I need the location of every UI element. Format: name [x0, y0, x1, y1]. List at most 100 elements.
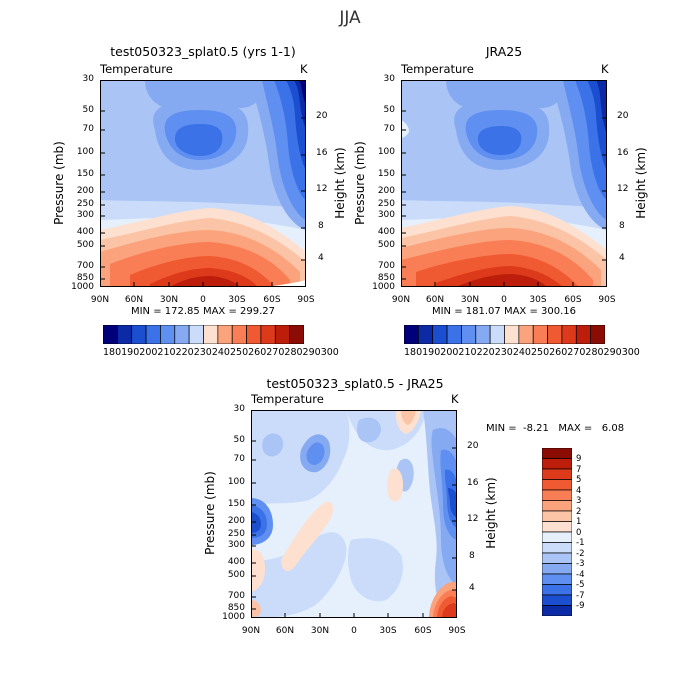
panel-3-ytick-100: 100 — [227, 477, 245, 487]
panel-1-rtick-20: 20 — [316, 111, 328, 121]
panel-1-xtick-30S: 30S — [228, 295, 246, 305]
panel-2-cb-240: 240 — [512, 347, 531, 358]
panel-1-colorbar — [103, 325, 304, 344]
panel-3-ytick-700: 700 — [227, 591, 245, 601]
panel-1-cb-300: 300 — [320, 347, 339, 358]
panel-1-ytick-400: 400 — [76, 227, 94, 237]
panel-2-rtick-16: 16 — [617, 148, 629, 158]
panel-3-cb-9: 9 — [576, 454, 582, 464]
panel-1-xtick-90N: 90N — [90, 295, 110, 305]
panel-2-rtick-12: 12 — [617, 184, 629, 194]
panel-2-cb-190: 190 — [422, 347, 441, 358]
panel-2-ytick-500: 500 — [377, 240, 395, 250]
panel-3-title: test050323_splat0.5 - JRA25 — [266, 376, 444, 391]
panel-1-ytick-30: 30 — [82, 74, 94, 84]
panel-2-xtick-90S: 90S — [598, 295, 616, 305]
panel-1-rtick-12: 12 — [316, 184, 328, 194]
panel-3-colorbar — [542, 448, 572, 616]
panel-1-cb-290: 290 — [302, 347, 321, 358]
panel-1-units-label: K — [300, 62, 308, 76]
panel-1-xtick-90S: 90S — [297, 295, 315, 305]
panel-3-ylabel: Pressure (mb) — [203, 471, 217, 555]
panel-3-units-label: K — [451, 392, 459, 406]
panel-2-xtick-30N: 30N — [460, 295, 480, 305]
panel-3-xtick-30S: 30S — [379, 626, 397, 636]
panel-3-cb-m1: -1 — [576, 538, 585, 548]
panel-2-ytick-150: 150 — [377, 169, 395, 179]
panel-3-ytick-200: 200 — [227, 516, 245, 526]
panel-3-ytick-500: 500 — [227, 570, 245, 580]
panel-3-colorbar-labels: 9 7 5 4 3 2 1 0 -1 -2 -3 -4 -5 -7 -9 — [576, 454, 584, 612]
panel-2-ytick-30: 30 — [383, 74, 395, 84]
panel-2-cb-300: 300 — [621, 347, 640, 358]
panel-1-cb-240: 240 — [211, 347, 230, 358]
panel-2-xtick-0: 0 — [501, 295, 507, 305]
panel-2-xtick-60N: 60N — [425, 295, 445, 305]
panel-3-ytick-50: 50 — [233, 435, 245, 445]
panel-2-colorbar — [404, 325, 605, 344]
panel-1-cb-230: 230 — [193, 347, 212, 358]
panel-3-ytick-70: 70 — [233, 454, 245, 464]
panel-1-cb-200: 200 — [139, 347, 158, 358]
panel-3-xtick-60N: 60N — [275, 626, 295, 636]
panel-3-cb-4: 4 — [576, 485, 582, 496]
panel-2-cb-280: 280 — [585, 347, 604, 358]
panel-1-cb-180: 180 — [103, 347, 122, 358]
panel-1-ytick-850: 850 — [76, 273, 94, 283]
panel-3-xtick-0: 0 — [351, 626, 357, 636]
panel-2-cb-250: 250 — [530, 347, 550, 358]
panel-1-cb-280: 280 — [284, 347, 303, 358]
panel-2-ylabel-right: Height (km) — [634, 147, 648, 219]
panel-1-cb-210: 210 — [157, 347, 176, 358]
panel-3-ytick-850: 850 — [227, 603, 245, 613]
panel-1-ytick-300: 300 — [76, 210, 94, 220]
panel-1-contour-plot — [100, 80, 306, 287]
panel-1-xtick-30N: 30N — [159, 295, 179, 305]
panel-3-cb-5: 5 — [576, 475, 582, 485]
panel-2-ytick-700: 700 — [377, 261, 395, 271]
panel-2-cb-220: 220 — [476, 347, 495, 358]
panel-3-cb-7: 7 — [576, 464, 582, 475]
panel-1-stats: MIN = 172.85 MAX = 299.27 — [130, 306, 275, 317]
panel-2-rtick-8: 8 — [619, 221, 625, 231]
panel-2-ytick-850: 850 — [377, 273, 395, 283]
panel-3-rtick-12: 12 — [467, 514, 479, 524]
panel-1-ylabel: Pressure (mb) — [52, 141, 66, 225]
panel-1-variable-label: Temperature — [100, 62, 173, 76]
panel-3-ytick-250: 250 — [227, 529, 245, 539]
panel-3-cb-m3: -3 — [576, 559, 585, 569]
panel-2-xtick-90N: 90N — [391, 295, 411, 305]
panel-2-cb-290: 290 — [603, 347, 622, 358]
panel-1-rtick-16: 16 — [316, 148, 328, 158]
figure-title: JJA — [339, 8, 361, 28]
panel-3-ylabel-right: Height (km) — [484, 477, 498, 549]
panel-1-ytick-700: 700 — [76, 261, 94, 271]
panel-1-xtick-0: 0 — [200, 295, 206, 305]
panel-3-cb-0: 0 — [576, 527, 582, 538]
panel-2-contour-plot — [401, 80, 607, 287]
panel-1-ytick-500: 500 — [76, 240, 94, 250]
panel-3-xtick-90S: 90S — [448, 626, 466, 636]
panel-3-contour-plot — [251, 410, 457, 618]
panel-1-cb-220: 220 — [175, 347, 194, 358]
panel-3-rtick-20: 20 — [467, 441, 479, 451]
panel-2-cb-200: 200 — [440, 347, 459, 358]
panel-2-ytick-250: 250 — [377, 199, 395, 209]
panel-2-cb-180: 180 — [404, 347, 423, 358]
panel-1-ytick-70: 70 — [82, 124, 94, 134]
panel-3-cb-1: 1 — [576, 517, 582, 527]
panel-2-ytick-300: 300 — [377, 210, 395, 220]
panel-3-rtick-4: 4 — [469, 583, 475, 593]
panel-2-ytick-1000: 1000 — [372, 282, 395, 292]
panel-2-ytick-70: 70 — [383, 124, 395, 134]
panel-3-ytick-1000: 1000 — [222, 612, 245, 622]
panel-1-ytick-200: 200 — [76, 186, 94, 196]
panel-2-cb-210: 210 — [458, 347, 477, 358]
panel-1-ylabel-right: Height (km) — [333, 147, 347, 219]
panel-3-ytick-400: 400 — [227, 557, 245, 567]
panel-2-colorbar-labels: 180 190 200 210 220 230 240 250 260 270 … — [404, 347, 640, 358]
panel-1-xtick-60N: 60N — [124, 295, 144, 305]
panel-3-xtick-60S: 60S — [414, 626, 432, 636]
panel-2-ytick-400: 400 — [377, 227, 395, 237]
panel-2-ytick-200: 200 — [377, 186, 395, 196]
